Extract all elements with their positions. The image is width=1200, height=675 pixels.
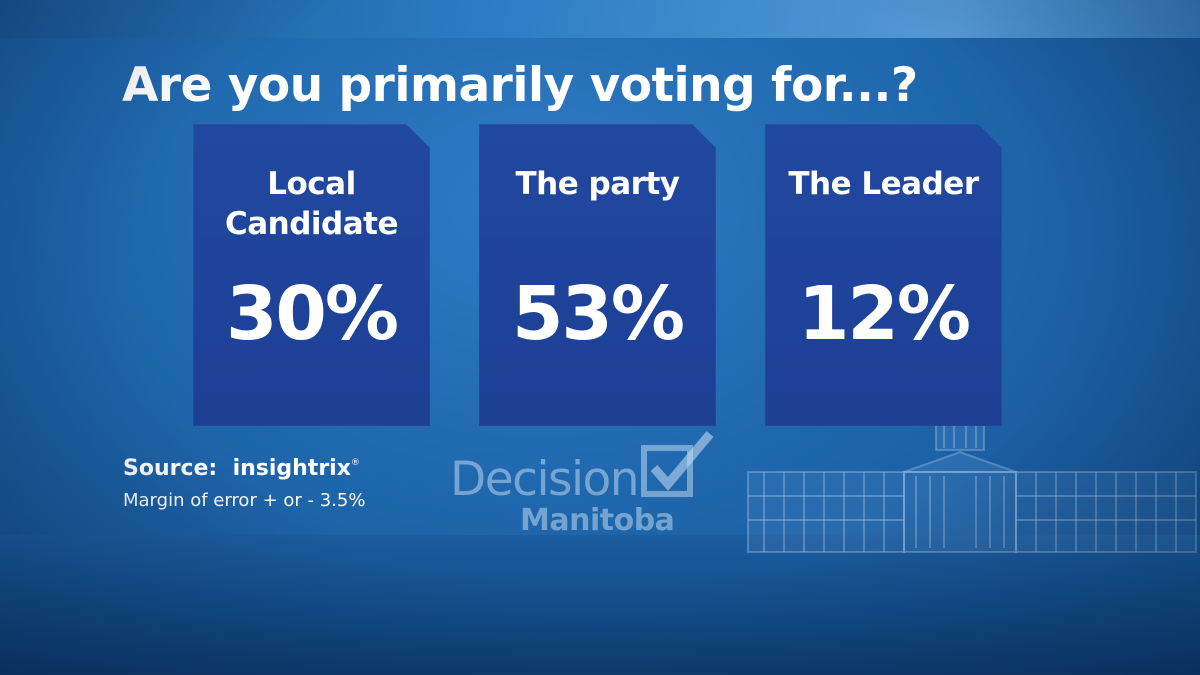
source-line: Source: insightrix® <box>123 456 360 481</box>
source-brand-name: insightrix <box>232 456 351 481</box>
result-card: Local Candidate 30% <box>193 124 430 426</box>
result-card: The Leader 12% <box>765 124 1002 426</box>
logo-manitoba-text: Manitoba <box>520 503 675 538</box>
category-label-line: The Leader <box>788 166 979 202</box>
value-label: 12% <box>797 271 971 357</box>
chart-title: Are you primarily voting for...? <box>122 58 918 113</box>
category-label: The party <box>479 164 716 204</box>
margin-of-error: Margin of error + or - 3.5% <box>123 490 366 511</box>
logo-decision-text: Decision <box>450 452 640 507</box>
category-label: Local Candidate <box>193 164 430 244</box>
bottom-band <box>0 535 1200 675</box>
source-label: Source: <box>123 456 218 481</box>
category-label: The Leader <box>765 164 1002 204</box>
value-label: 30% <box>225 271 399 357</box>
result-card: The party 53% <box>479 124 716 426</box>
top-band <box>0 0 1200 38</box>
category-label-line: Candidate <box>224 206 399 242</box>
category-label-line: Local <box>267 166 356 202</box>
source-brand: insightrix® <box>233 456 360 481</box>
legislature-building-icon <box>747 374 1197 553</box>
category-label-line: The party <box>515 166 680 202</box>
value-label: 53% <box>511 271 685 357</box>
source-brand-mark: ® <box>350 458 360 468</box>
checkmark-icon <box>641 431 714 497</box>
